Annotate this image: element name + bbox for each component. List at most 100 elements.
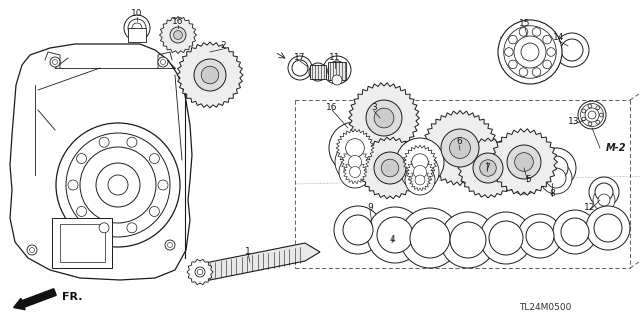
Circle shape: [158, 180, 168, 190]
Text: M-2: M-2: [606, 143, 627, 153]
Circle shape: [309, 63, 327, 81]
Circle shape: [339, 156, 371, 188]
Circle shape: [502, 150, 546, 194]
FancyBboxPatch shape: [60, 224, 105, 262]
Text: 5: 5: [525, 174, 531, 183]
Circle shape: [532, 28, 541, 36]
Circle shape: [596, 120, 600, 124]
Circle shape: [77, 153, 86, 164]
Circle shape: [288, 56, 312, 80]
Circle shape: [161, 60, 166, 64]
Circle shape: [582, 117, 586, 121]
Circle shape: [415, 175, 425, 185]
Circle shape: [128, 19, 146, 37]
Text: 11: 11: [329, 54, 340, 63]
FancyBboxPatch shape: [328, 62, 346, 80]
Circle shape: [588, 111, 596, 119]
Circle shape: [77, 206, 86, 217]
Polygon shape: [341, 148, 369, 176]
Polygon shape: [205, 243, 320, 281]
Polygon shape: [177, 42, 243, 108]
Circle shape: [441, 129, 479, 167]
Circle shape: [374, 152, 406, 184]
Text: 7: 7: [484, 164, 490, 173]
Text: 2: 2: [220, 41, 226, 50]
Circle shape: [401, 153, 439, 191]
Circle shape: [381, 159, 399, 177]
Circle shape: [50, 57, 60, 67]
Circle shape: [480, 160, 496, 176]
Text: 17: 17: [294, 54, 306, 63]
Circle shape: [593, 189, 615, 211]
Text: FR.: FR.: [62, 292, 83, 302]
Circle shape: [165, 240, 175, 250]
Text: TL24M0500: TL24M0500: [519, 303, 571, 313]
Circle shape: [532, 68, 541, 76]
Circle shape: [553, 210, 597, 254]
Text: 3: 3: [371, 103, 377, 113]
Circle shape: [313, 67, 323, 77]
Circle shape: [66, 133, 170, 237]
Circle shape: [374, 108, 394, 128]
Circle shape: [561, 39, 583, 61]
Circle shape: [348, 155, 362, 169]
Circle shape: [580, 104, 604, 126]
Circle shape: [536, 148, 576, 188]
Circle shape: [194, 59, 226, 91]
Circle shape: [509, 60, 517, 69]
Circle shape: [349, 167, 360, 177]
Circle shape: [400, 208, 460, 268]
Circle shape: [201, 66, 219, 84]
Polygon shape: [187, 259, 213, 285]
Polygon shape: [343, 160, 367, 184]
Circle shape: [543, 60, 552, 69]
Circle shape: [515, 153, 533, 171]
Text: 6: 6: [456, 137, 462, 146]
Circle shape: [543, 35, 552, 44]
Circle shape: [99, 137, 109, 147]
Circle shape: [410, 218, 450, 258]
Circle shape: [332, 75, 342, 85]
Text: 4: 4: [389, 235, 395, 244]
Polygon shape: [10, 44, 192, 280]
Circle shape: [514, 36, 546, 68]
Circle shape: [598, 194, 610, 206]
Circle shape: [540, 162, 572, 194]
Circle shape: [561, 218, 589, 246]
Circle shape: [596, 106, 600, 110]
Circle shape: [450, 222, 486, 258]
Circle shape: [127, 137, 137, 147]
Circle shape: [80, 147, 156, 223]
Text: 12: 12: [584, 203, 596, 211]
Text: 14: 14: [554, 33, 564, 42]
Circle shape: [170, 27, 186, 43]
Circle shape: [149, 206, 159, 217]
Polygon shape: [409, 169, 431, 191]
Text: 16: 16: [326, 102, 338, 112]
Circle shape: [547, 48, 556, 56]
Circle shape: [367, 207, 423, 263]
Circle shape: [27, 245, 37, 255]
Circle shape: [504, 48, 513, 56]
Circle shape: [124, 15, 150, 41]
Polygon shape: [359, 137, 421, 199]
Polygon shape: [159, 17, 196, 54]
Circle shape: [362, 108, 406, 152]
Circle shape: [346, 139, 364, 157]
Circle shape: [405, 165, 435, 195]
Polygon shape: [336, 129, 374, 167]
Circle shape: [589, 177, 619, 207]
Circle shape: [588, 122, 592, 126]
Text: 16: 16: [172, 18, 184, 26]
Circle shape: [108, 175, 128, 195]
Circle shape: [526, 222, 554, 250]
Circle shape: [519, 28, 528, 36]
Circle shape: [582, 109, 586, 113]
Circle shape: [29, 248, 35, 253]
Circle shape: [195, 267, 205, 277]
Circle shape: [544, 156, 568, 180]
Polygon shape: [422, 110, 497, 186]
Text: 10: 10: [131, 10, 143, 19]
Circle shape: [480, 212, 532, 264]
Circle shape: [449, 137, 470, 159]
